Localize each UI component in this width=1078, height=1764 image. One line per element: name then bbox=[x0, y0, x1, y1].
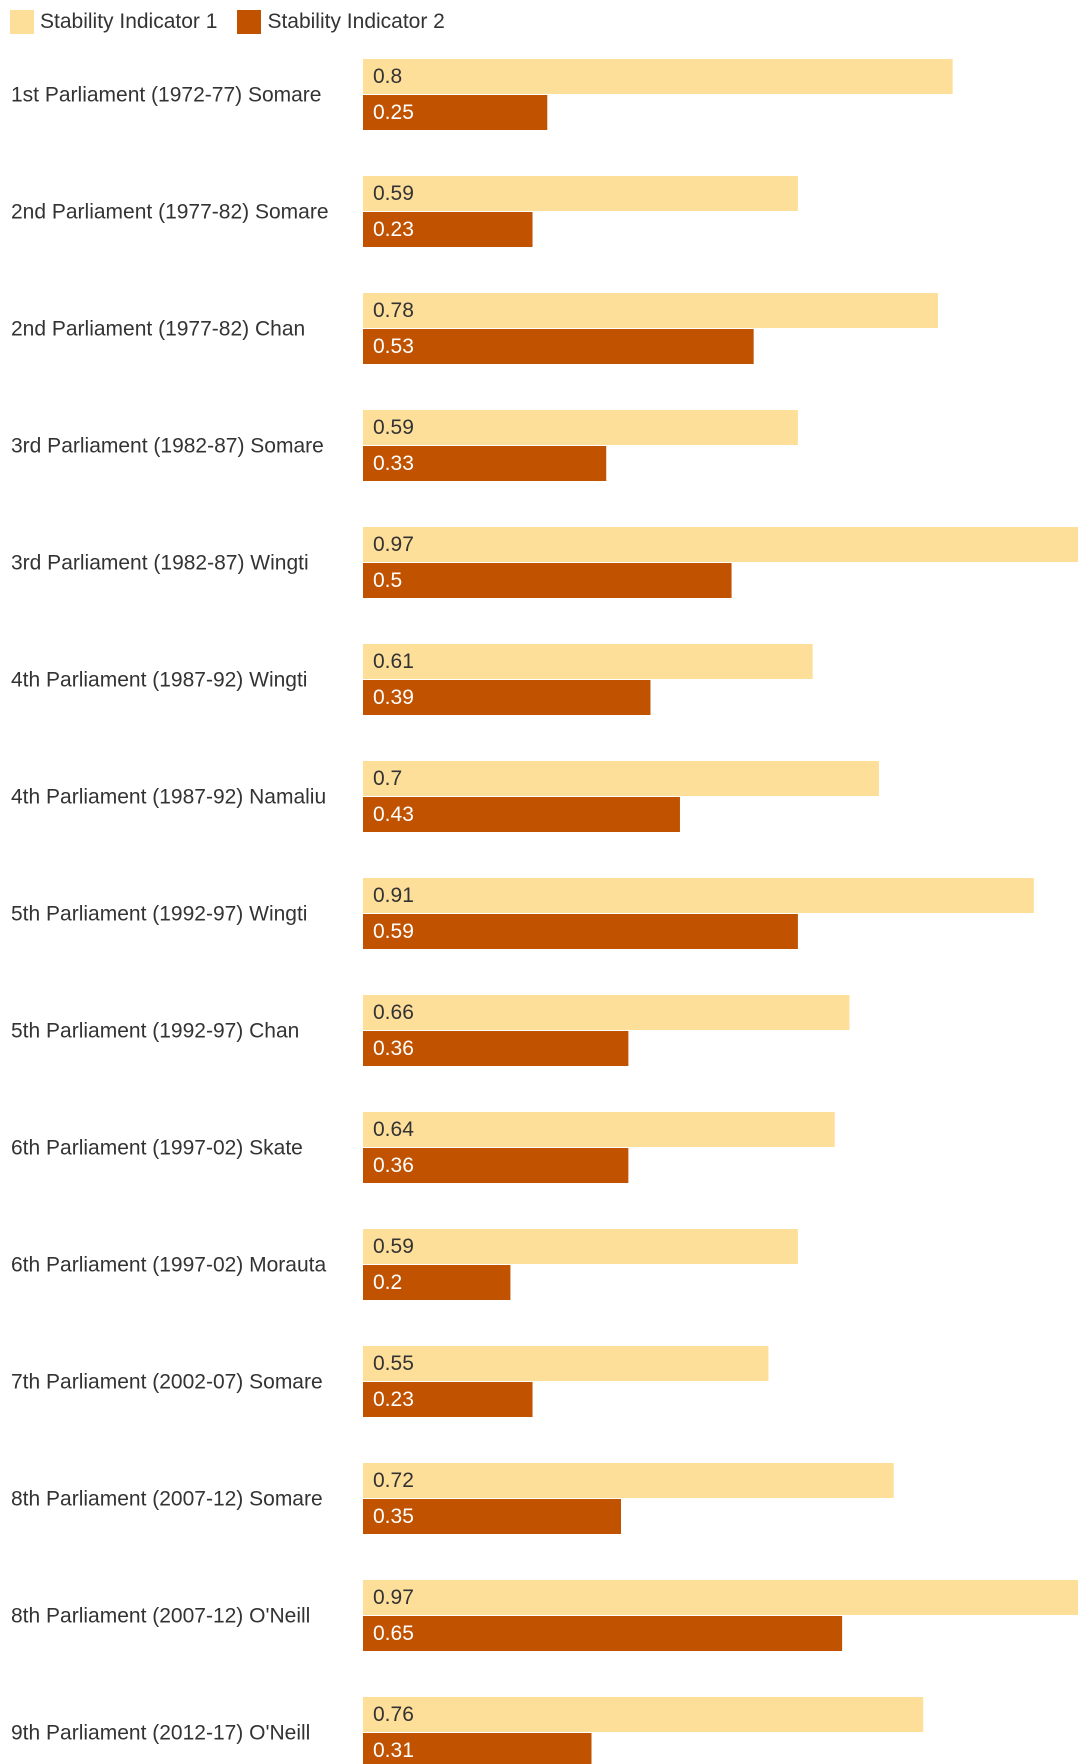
data-label-series-2: 0.53 bbox=[373, 335, 414, 358]
data-label-series-2: 0.59 bbox=[373, 920, 414, 943]
bar-series-1 bbox=[363, 410, 798, 445]
data-label-series-2: 0.35 bbox=[373, 1505, 414, 1528]
bar-series-2 bbox=[363, 797, 680, 832]
bar-series-1 bbox=[363, 1229, 798, 1264]
category-label: 7th Parliament (2002-07) Somare bbox=[11, 1371, 323, 1394]
legend-swatch-series-2 bbox=[237, 10, 262, 34]
data-label-series-1: 0.78 bbox=[373, 299, 414, 322]
bar-series-1 bbox=[363, 1580, 1078, 1615]
data-label-series-1: 0.59 bbox=[373, 1235, 414, 1258]
bar-series-1 bbox=[363, 644, 813, 679]
data-label-series-2: 0.31 bbox=[373, 1739, 414, 1762]
legend: Stability Indicator 1 Stability Indicato… bbox=[10, 10, 465, 34]
bar-series-2 bbox=[363, 1616, 843, 1651]
data-label-series-2: 0.25 bbox=[373, 101, 414, 124]
category-label: 1st Parliament (1972-77) Somare bbox=[11, 84, 321, 107]
bar-series-1 bbox=[363, 1346, 769, 1381]
bar-series-2 bbox=[363, 1499, 621, 1534]
legend-label-series-1: Stability Indicator 1 bbox=[40, 10, 218, 33]
bar-series-2 bbox=[363, 1148, 629, 1183]
category-label: 5th Parliament (1992-97) Chan bbox=[11, 1020, 299, 1043]
data-label-series-1: 0.97 bbox=[373, 533, 414, 556]
data-label-series-2: 0.65 bbox=[373, 1622, 414, 1645]
category-label: 8th Parliament (2007-12) O'Neill bbox=[11, 1605, 310, 1628]
data-label-series-2: 0.23 bbox=[373, 218, 414, 241]
data-label-series-1: 0.59 bbox=[373, 416, 414, 439]
bar-series-2 bbox=[363, 212, 533, 247]
data-label-series-2: 0.5 bbox=[373, 569, 402, 592]
bar-series-1 bbox=[363, 1697, 924, 1732]
data-label-series-1: 0.59 bbox=[373, 182, 414, 205]
bar-series-1 bbox=[363, 1463, 894, 1498]
data-label-series-1: 0.76 bbox=[373, 1703, 414, 1726]
bar-series-2 bbox=[363, 1733, 592, 1764]
bar-series-1 bbox=[363, 995, 850, 1030]
bar-series-1 bbox=[363, 59, 953, 94]
data-label-series-2: 0.2 bbox=[373, 1271, 402, 1294]
category-label: 9th Parliament (2012-17) O'Neill bbox=[11, 1722, 310, 1745]
category-label: 6th Parliament (1997-02) Skate bbox=[11, 1137, 303, 1160]
category-label: 4th Parliament (1987-92) Wingti bbox=[11, 669, 307, 692]
legend-item-series-1: Stability Indicator 1 bbox=[10, 10, 217, 34]
data-label-series-1: 0.72 bbox=[373, 1469, 414, 1492]
bar-series-1 bbox=[363, 527, 1078, 562]
category-label: 2nd Parliament (1977-82) Somare bbox=[11, 201, 329, 224]
bar-series-1 bbox=[363, 1112, 835, 1147]
bar-series-2 bbox=[363, 680, 651, 715]
bar-series-1 bbox=[363, 293, 938, 328]
bar-series-2 bbox=[363, 1265, 511, 1300]
legend-label-series-2: Stability Indicator 2 bbox=[267, 10, 445, 33]
data-label-series-1: 0.7 bbox=[373, 767, 402, 790]
category-label: 5th Parliament (1992-97) Wingti bbox=[11, 903, 307, 926]
data-label-series-1: 0.91 bbox=[373, 884, 414, 907]
data-label-series-1: 0.66 bbox=[373, 1001, 414, 1024]
data-label-series-2: 0.36 bbox=[373, 1037, 414, 1060]
data-label-series-2: 0.39 bbox=[373, 686, 414, 709]
category-label: 3rd Parliament (1982-87) Wingti bbox=[11, 552, 309, 575]
bar-series-1 bbox=[363, 176, 798, 211]
data-label-series-1: 0.64 bbox=[373, 1118, 414, 1141]
data-label-series-2: 0.33 bbox=[373, 452, 414, 475]
bar-series-2 bbox=[363, 1382, 533, 1417]
data-label-series-1: 0.97 bbox=[373, 1586, 414, 1609]
bar-series-2 bbox=[363, 1031, 629, 1066]
bar-series-2 bbox=[363, 446, 607, 481]
bar-series-2 bbox=[363, 95, 548, 130]
bar-series-1 bbox=[363, 878, 1034, 913]
data-label-series-1: 0.8 bbox=[373, 65, 402, 88]
bar-series-2 bbox=[363, 563, 732, 598]
bar-series-2 bbox=[363, 329, 754, 364]
category-label: 3rd Parliament (1982-87) Somare bbox=[11, 435, 324, 458]
bar-series-2 bbox=[363, 914, 798, 949]
bar-series-1 bbox=[363, 761, 879, 796]
category-label: 6th Parliament (1997-02) Morauta bbox=[11, 1254, 326, 1277]
legend-item-series-2: Stability Indicator 2 bbox=[237, 10, 445, 34]
category-label: 8th Parliament (2007-12) Somare bbox=[11, 1488, 323, 1511]
data-label-series-2: 0.23 bbox=[373, 1388, 414, 1411]
data-label-series-2: 0.36 bbox=[373, 1154, 414, 1177]
legend-swatch-series-1 bbox=[10, 10, 34, 34]
data-label-series-2: 0.43 bbox=[373, 803, 414, 826]
data-label-series-1: 0.55 bbox=[373, 1352, 414, 1375]
data-label-series-1: 0.61 bbox=[373, 650, 414, 673]
category-label: 4th Parliament (1987-92) Namaliu bbox=[11, 786, 326, 809]
category-label: 2nd Parliament (1977-82) Chan bbox=[11, 318, 305, 341]
